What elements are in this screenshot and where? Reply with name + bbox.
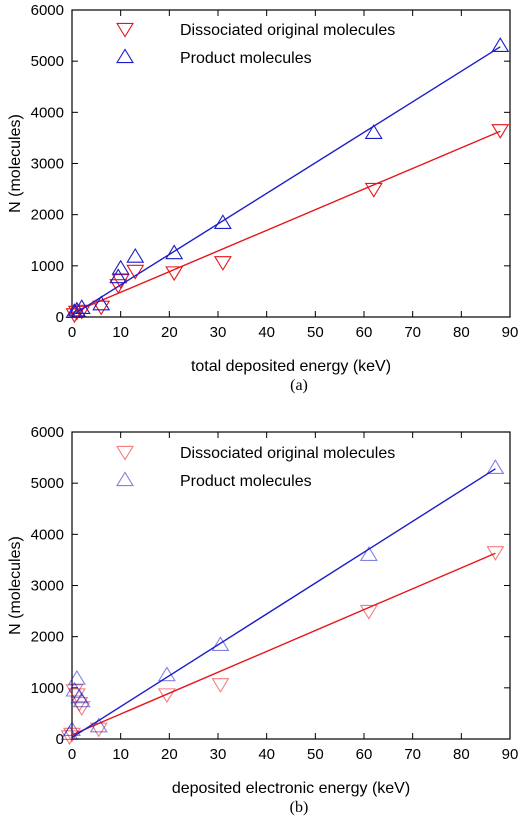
y-tick-label: 0 [56, 731, 64, 748]
fit-line-product [71, 46, 501, 317]
y-tick-label: 5000 [31, 53, 64, 70]
y-tick-label: 3000 [31, 156, 64, 173]
x-tick-label: 30 [210, 746, 227, 763]
data-point-dissociated [491, 124, 510, 139]
x-tick-label: 80 [453, 324, 470, 341]
y-tick-label: 5000 [31, 475, 64, 492]
legend-label: Product molecules [180, 50, 312, 67]
data-point-product [211, 636, 230, 652]
y-tick-label: 1000 [31, 680, 64, 697]
x-tick-label: 70 [404, 324, 421, 341]
data-point-product [111, 259, 130, 275]
x-tick-label: 0 [68, 324, 76, 341]
x-tick-label: 10 [112, 746, 129, 763]
data-point-product [165, 244, 184, 260]
data-point-product [157, 666, 176, 682]
fit-line-dissociated [71, 130, 501, 314]
data-point-product [491, 37, 510, 52]
fit-line-product [71, 468, 496, 739]
x-axis-label: deposited electronic energy (keV) [172, 780, 410, 797]
y-axis-label: N (molecules) [7, 536, 24, 635]
x-tick-label: 40 [258, 324, 275, 341]
data-point-product [364, 124, 383, 139]
data-point-dissociated [359, 604, 378, 620]
legend-label: Dissociated original molecules [180, 22, 395, 39]
legend-label: Dissociated original molecules [180, 445, 395, 462]
data-point-product [109, 268, 128, 284]
data-point-product [67, 669, 86, 685]
data-point-dissociated [213, 256, 232, 271]
x-tick-label: 50 [307, 746, 324, 763]
fit-line-dissociated [71, 552, 496, 736]
data-point-product [486, 459, 505, 474]
x-tick-label: 0 [68, 746, 76, 763]
data-point-dissociated [364, 182, 383, 198]
x-tick-label: 60 [356, 746, 373, 763]
x-tick-label: 60 [356, 324, 373, 341]
x-tick-label: 70 [404, 746, 421, 763]
legend-marker [116, 445, 134, 461]
panel-b: 0 10 20 30 40 50 60 70 80 90 0 1000 2000 3000 4000 5000… [7, 424, 518, 816]
y-axis-label: N (molecules) [7, 114, 24, 213]
data-point-dissociated [157, 688, 176, 704]
data-point-dissociated [89, 722, 108, 738]
data-point-product [92, 295, 111, 311]
data-point-product [63, 721, 81, 736]
y-tick-label: 6000 [31, 424, 64, 441]
x-tick-label: 40 [258, 746, 275, 763]
legend-marker [116, 22, 134, 38]
data-point-product [72, 299, 91, 314]
x-tick-label: 20 [161, 324, 178, 341]
data-point-dissociated [165, 266, 184, 282]
data-point-product [67, 301, 86, 317]
data-point-product [359, 546, 378, 561]
data-point-dissociated [72, 701, 91, 716]
panel-caption: (a) [290, 377, 308, 394]
x-tick-label: 30 [210, 324, 227, 341]
y-tick-label: 1000 [31, 258, 64, 275]
legend-label: Product molecules [180, 473, 312, 490]
legend-marker [116, 48, 134, 64]
y-tick-label: 2000 [31, 629, 64, 646]
data-point-dissociated [211, 678, 230, 693]
x-tick-label: 80 [453, 746, 470, 763]
x-tick-label: 90 [502, 746, 519, 763]
x-tick-label: 20 [161, 746, 178, 763]
data-point-product [213, 214, 232, 230]
y-tick-label: 0 [56, 309, 64, 326]
x-tick-label: 10 [112, 324, 129, 341]
y-tick-label: 3000 [31, 578, 64, 595]
data-point-product [72, 692, 91, 708]
y-tick-label: 4000 [31, 526, 64, 543]
y-tick-label: 6000 [31, 2, 64, 19]
data-point-product [65, 681, 84, 697]
data-point-dissociated [92, 300, 111, 316]
y-tick-label: 2000 [31, 207, 64, 224]
data-point-dissociated [60, 730, 79, 746]
data-point-product [126, 247, 145, 263]
y-tick-label: 4000 [31, 104, 64, 121]
x-axis-label: total deposited energy (keV) [191, 358, 391, 375]
data-point-dissociated [109, 279, 128, 294]
legend-marker [116, 471, 134, 487]
data-point-product [89, 717, 108, 733]
data-point-dissociated [486, 546, 505, 561]
data-point-product [65, 303, 84, 319]
panel-a: 0 10 20 30 40 50 60 70 80 90 0 1000 2000 3000 4000 5000… [7, 2, 518, 394]
panel-caption: (b) [290, 799, 309, 816]
x-tick-label: 50 [307, 324, 324, 341]
x-tick-label: 90 [502, 324, 519, 341]
data-point-dissociated [126, 264, 145, 280]
